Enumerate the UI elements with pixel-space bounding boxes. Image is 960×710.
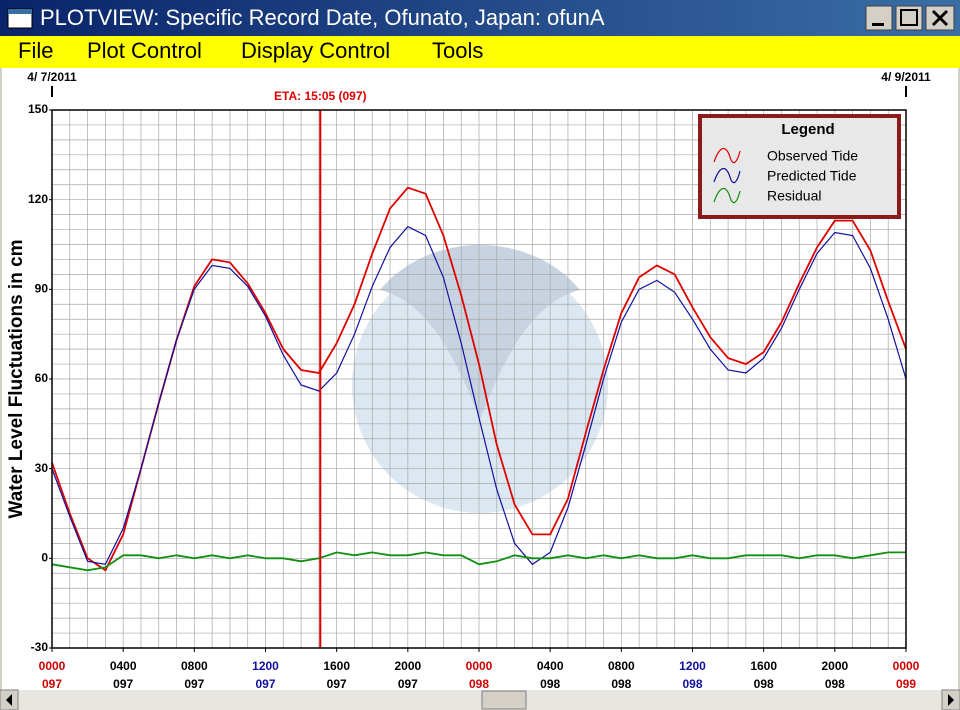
x-tick-day: 097 — [327, 677, 347, 691]
series-line — [51, 186, 907, 572]
minimize-icon — [872, 23, 884, 26]
y-tick-label: -30 — [31, 640, 49, 654]
series-line — [51, 225, 907, 566]
y-tick-label: 150 — [28, 102, 48, 116]
legend-label: Predicted Tide — [767, 168, 857, 184]
window-buttons — [865, 5, 955, 31]
legend-swatch — [713, 188, 741, 204]
legend-title: Legend — [781, 121, 834, 138]
x-tick-label: 1600 — [750, 659, 777, 673]
x-tick-label: 0800 — [181, 659, 208, 673]
close-icon — [931, 9, 949, 27]
legend-box — [698, 114, 901, 219]
y-tick-label: 30 — [35, 461, 49, 475]
plot-lines — [51, 110, 907, 648]
x-tick-label: 1200 — [252, 659, 279, 673]
minimize-button[interactable] — [865, 5, 893, 31]
grid — [51, 109, 907, 649]
scroll-left-arrow — [6, 694, 12, 706]
axis-labels: -30 0 30 60 90 120 150 0000 097 0400 097 0800 097 120… — [27, 70, 931, 691]
legend-label: Observed Tide — [767, 148, 858, 164]
x-tick-day: 097 — [398, 677, 418, 691]
x-tick-label: 0800 — [608, 659, 635, 673]
x-tick-day: 097 — [255, 677, 275, 691]
menu-item[interactable]: Display Control — [241, 38, 390, 63]
x-tick-day: 097 — [113, 677, 133, 691]
x-tick-day: 098 — [754, 677, 774, 691]
x-tick-day: 097 — [184, 677, 204, 691]
watermark-bird — [380, 245, 580, 420]
menu-item[interactable]: Tools — [432, 38, 483, 63]
series-line — [51, 551, 906, 572]
x-tick-day: 099 — [896, 677, 916, 691]
x-tick-label: 2000 — [821, 659, 848, 673]
scrollbar[interactable] — [0, 690, 960, 710]
x-tick-label: 1200 — [679, 659, 706, 673]
x-tick-day: 098 — [825, 677, 845, 691]
legend-swatch — [713, 148, 741, 164]
menu-item[interactable]: File — [18, 38, 53, 63]
y-tick-label: 90 — [35, 282, 49, 296]
legend-items: Observed Tide Predicted Tide Residual — [713, 148, 858, 204]
date-label: 4/ 9/2011 — [881, 70, 931, 84]
x-tick-day: 098 — [611, 677, 631, 691]
x-tick-label: 0000 — [893, 659, 920, 673]
x-tick-label: 0400 — [537, 659, 564, 673]
legend-label: Residual — [767, 188, 821, 204]
y-tick-label: 0 — [41, 551, 48, 565]
date-label: 4/ 7/2011 — [27, 70, 77, 84]
x-tick-day: 098 — [540, 677, 560, 691]
x-tick-label: 0400 — [110, 659, 137, 673]
eta-label: ETA: 15:05 (097) — [274, 89, 366, 103]
x-tick-label: 2000 — [394, 659, 421, 673]
x-tick-day: 098 — [469, 677, 489, 691]
x-tick-label: 0000 — [466, 659, 493, 673]
maximize-icon — [900, 9, 918, 26]
app-icon-bar — [8, 9, 32, 14]
x-tick-day: 097 — [42, 677, 62, 691]
x-tick-day: 098 — [682, 677, 702, 691]
window-title: PLOTVIEW: Specific Record Date, Ofunato,… — [40, 5, 605, 30]
menu-bar — [0, 36, 960, 68]
scroll-right-arrow — [948, 694, 954, 706]
y-tick-label: 60 — [35, 371, 49, 385]
y-tick-label: 120 — [28, 192, 48, 206]
x-tick-label: 0000 — [39, 659, 66, 673]
scroll-thumb[interactable] — [481, 690, 527, 710]
title-bar — [0, 0, 960, 36]
legend: Legend Observed Tide Predicted Tide Residu… — [698, 114, 901, 219]
menu-item[interactable]: Plot Control — [87, 38, 202, 63]
y-axis-label: Water Level Fluctuations in cm — [6, 239, 27, 518]
legend-swatch — [713, 168, 741, 184]
x-tick-label: 1600 — [323, 659, 350, 673]
